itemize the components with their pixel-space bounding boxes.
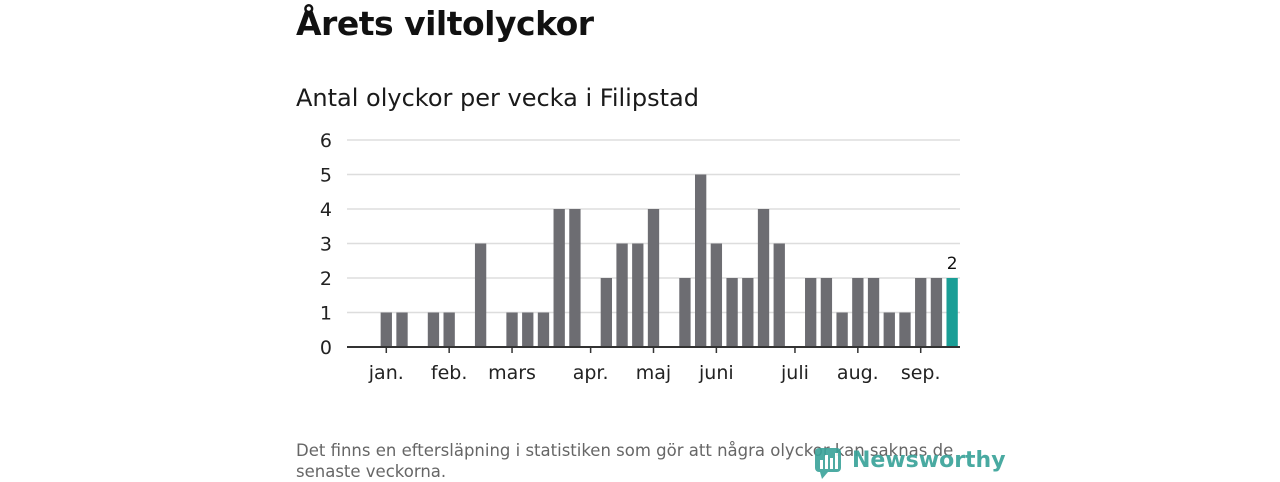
y-tick-label: 3 bbox=[320, 234, 332, 256]
bar bbox=[930, 278, 943, 347]
footnote: Det finns en eftersläpning i statistiken… bbox=[296, 441, 954, 481]
bar bbox=[710, 243, 723, 347]
bar bbox=[820, 278, 833, 347]
bar bbox=[867, 278, 880, 347]
x-tick-label: feb. bbox=[431, 362, 467, 384]
bar bbox=[836, 312, 848, 347]
bar bbox=[694, 174, 707, 347]
chart-title: Årets viltolyckor bbox=[296, 4, 594, 43]
x-tick-label: mars bbox=[488, 362, 536, 384]
chart-subtitle: Antal olyckor per vecka i Filipstad bbox=[296, 84, 699, 112]
newsworthy-logo-icon bbox=[815, 448, 841, 479]
bar bbox=[443, 312, 455, 347]
y-tick-label: 2 bbox=[320, 268, 332, 290]
bar bbox=[915, 278, 927, 347]
x-tick-label: apr. bbox=[573, 362, 609, 384]
x-tick-label: juli bbox=[780, 362, 809, 384]
bar bbox=[569, 209, 581, 347]
bar bbox=[883, 312, 895, 347]
bar bbox=[522, 312, 534, 347]
bar-chart: 0 1 2 3 4 5 6 jan. feb. mars apr. maj juni juli aug. se… bbox=[320, 130, 960, 384]
bar bbox=[427, 312, 440, 347]
bar bbox=[632, 243, 644, 347]
bar bbox=[600, 278, 613, 347]
bar bbox=[773, 243, 785, 347]
y-tick-label: 1 bbox=[320, 303, 332, 325]
data-label: 2 bbox=[947, 254, 958, 274]
x-tick-label: sep. bbox=[901, 362, 941, 384]
bar bbox=[679, 278, 691, 347]
bar bbox=[396, 312, 408, 347]
newsworthy-logo: Newsworthy bbox=[814, 446, 1006, 482]
x-tick-label: maj bbox=[636, 362, 671, 384]
bar bbox=[852, 278, 864, 347]
bar bbox=[506, 312, 518, 347]
x-tick-label: juni bbox=[698, 362, 734, 384]
y-tick-label: 6 bbox=[320, 130, 332, 152]
bar bbox=[899, 312, 911, 347]
highlight-bar bbox=[946, 278, 958, 347]
bar bbox=[742, 278, 754, 347]
y-tick-label: 0 bbox=[320, 337, 332, 359]
bar bbox=[553, 209, 565, 347]
bar bbox=[537, 312, 550, 347]
brand-name: Newsworthy bbox=[852, 448, 1006, 473]
bar bbox=[726, 278, 738, 347]
bar bbox=[380, 312, 392, 347]
y-tick-label: 5 bbox=[320, 165, 332, 187]
bar bbox=[474, 243, 487, 347]
bar bbox=[616, 243, 628, 347]
bar bbox=[757, 209, 770, 347]
x-tick-label: aug. bbox=[837, 362, 879, 384]
x-tick-label: jan. bbox=[368, 362, 404, 384]
y-tick-label: 4 bbox=[320, 199, 332, 221]
bar bbox=[647, 209, 660, 347]
bar bbox=[805, 278, 817, 347]
